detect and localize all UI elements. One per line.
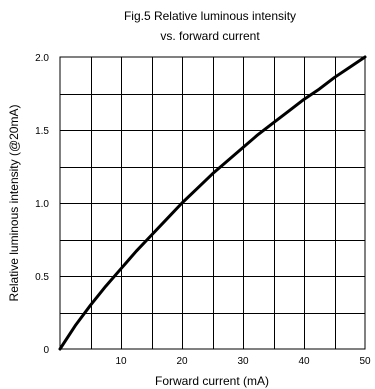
y-axis-label: Relative luminous intensity (@20mA) bbox=[7, 105, 21, 302]
series-line bbox=[58, 55, 367, 351]
y-tick-label-0: 0 bbox=[43, 345, 49, 356]
x-tick-label-4: 40 bbox=[298, 356, 310, 367]
y-tick-label-3: 1.5 bbox=[35, 126, 49, 137]
y-tick-label-2: 1.0 bbox=[35, 199, 49, 210]
x-tick-label-3: 30 bbox=[237, 356, 249, 367]
y-tick-label-1: 0.5 bbox=[35, 272, 49, 283]
x-axis-ticks: 10 20 30 40 50 bbox=[115, 356, 371, 367]
y-axis-ticks: 0 0.5 1.0 1.5 2.0 bbox=[35, 53, 49, 356]
x-tick-label-1: 10 bbox=[115, 356, 127, 367]
x-tick-label-5: 50 bbox=[359, 356, 371, 367]
x-axis-label: Forward current (mA) bbox=[155, 374, 269, 388]
x-tick-label-2: 20 bbox=[176, 356, 188, 367]
plot-frame bbox=[59, 56, 366, 350]
y-tick-label-4: 2.0 bbox=[35, 53, 49, 64]
chart-title-line-1: Fig.5 Relative luminous intensity bbox=[124, 9, 296, 23]
grid bbox=[60, 57, 365, 349]
chart-title-line-2: vs. forward current bbox=[160, 29, 260, 43]
